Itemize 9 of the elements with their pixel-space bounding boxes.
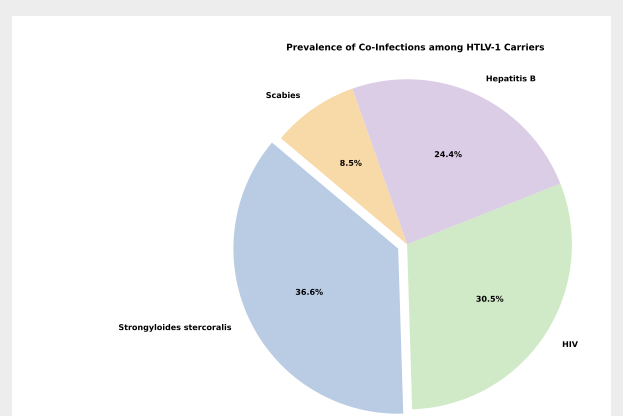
slice-label: HIV [562, 341, 578, 348]
data-label: 24.4% [434, 151, 462, 158]
data-label: 8.5% [340, 160, 362, 166]
slice-label: Strongyloides stercoralis [119, 324, 232, 332]
chart-title: Prevalence of Co-Infections among HTLV-1 Carriers [287, 43, 544, 52]
data-label: 36.6% [296, 288, 323, 295]
data-label: 30.5% [476, 296, 504, 302]
slice-label: Hepatitis B [486, 75, 536, 83]
slice-label: Scabies [266, 92, 300, 98]
